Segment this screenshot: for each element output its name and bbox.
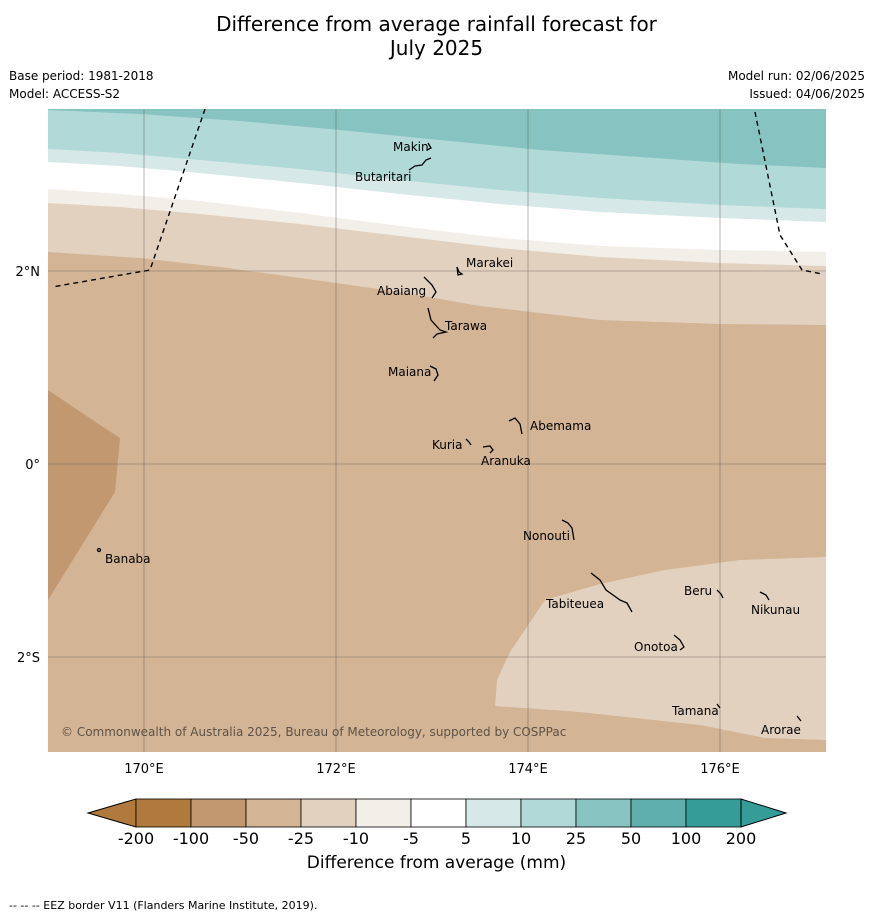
place-label-abaiang: Abaiang — [377, 284, 426, 298]
issued-date: Issued: 04/06/2025 — [749, 87, 865, 101]
copyright-note: © Commonwealth of Australia 2025, Bureau… — [61, 725, 566, 739]
meta-right: Model run: 02/06/2025 Issued: 04/06/2025 — [728, 67, 865, 103]
colorbar-title: Difference from average (mm) — [306, 853, 567, 873]
colorbar-tick-label: -200 — [118, 829, 154, 848]
eez-legend-note: -- -- -- EEZ border V11 (Flanders Marine… — [9, 899, 318, 912]
colorbar-swatch — [410, 798, 467, 828]
eez-border — [51, 109, 823, 288]
place-labels: Makin Butaritari Marakei Abaiang Tarawa … — [105, 140, 801, 737]
island-butaritari — [408, 157, 432, 171]
base-period: Base period: 1981-2018 — [9, 69, 154, 83]
place-label-banaba: Banaba — [105, 552, 151, 566]
place-label-arorae: Arorae — [761, 723, 801, 737]
colorbar-extend-left — [86, 798, 137, 828]
island-tamana — [716, 703, 721, 709]
colorbar-tick-label: -5 — [403, 829, 419, 848]
eez-border-west — [51, 109, 206, 288]
island-arorae — [796, 715, 802, 722]
lon-label-172e: 172°E — [316, 762, 356, 777]
island-marakei — [456, 266, 464, 276]
place-label-makin: Makin — [393, 140, 429, 154]
lat-label-0: 0° — [25, 458, 40, 473]
title-line-2: July 2025 — [389, 36, 484, 60]
islands — [96, 142, 802, 722]
colorbar-swatch — [355, 798, 412, 828]
model-run: Model run: 02/06/2025 — [727, 69, 865, 83]
island-onotoa — [673, 634, 685, 651]
place-label-marakei: Marakei — [466, 256, 513, 270]
zone-25-50 — [48, 109, 826, 168]
island-tabiteuea — [590, 572, 633, 613]
colorbar-tick-label: -25 — [288, 829, 314, 848]
colorbar-swatch — [465, 798, 522, 828]
island-abemama — [508, 417, 523, 435]
island-tarawa — [427, 307, 449, 339]
colorbar-swatch — [685, 798, 742, 828]
colorbar-tick-label: -50 — [233, 829, 259, 848]
title-line-1: Difference from average rainfall forecas… — [216, 12, 657, 36]
island-abaiang — [423, 276, 437, 299]
colorbar-swatch — [190, 798, 247, 828]
colorbar: -200 -100 -50 -25 -10 -5 5 10 25 50 100 200 — [86, 798, 788, 848]
island-banaba — [96, 547, 102, 553]
lon-label-170e: 170°E — [124, 762, 164, 777]
colorbar-tick-label: 10 — [511, 829, 531, 848]
lat-label-2n: 2°N — [16, 265, 41, 280]
place-label-tamana: Tamana — [671, 704, 719, 718]
colorbar-tick-label: -10 — [343, 829, 369, 848]
place-label-maiana: Maiana — [388, 365, 431, 379]
colorbar-swatch — [135, 798, 192, 828]
island-nonouti — [561, 519, 575, 541]
place-label-tarawa: Tarawa — [444, 319, 487, 333]
colorbar-tick-label: 50 — [621, 829, 641, 848]
place-label-aranuka: Aranuka — [481, 454, 531, 468]
colorbar-swatch — [630, 798, 687, 828]
place-label-kuria: Kuria — [432, 438, 463, 452]
model-name: Model: ACCESS-S2 — [9, 87, 121, 101]
colorbar-tick-label: -100 — [173, 829, 209, 848]
zone-100-50 — [48, 390, 120, 600]
island-nikunau — [759, 591, 770, 601]
colorbar-tick-label: 5 — [461, 829, 471, 848]
chart-title: Difference from average rainfall forecas… — [0, 12, 873, 60]
place-label-onotoa: Onotoa — [634, 640, 678, 654]
meta-left: Base period: 1981-2018 Model: ACCESS-S2 — [9, 67, 154, 103]
colorbar-swatch — [575, 798, 632, 828]
gridlines — [48, 109, 826, 752]
colorbar-tick-label: 25 — [566, 829, 586, 848]
colorbar-tick-label: 100 — [671, 829, 702, 848]
island-beru — [716, 589, 724, 599]
lon-label-174e: 174°E — [508, 762, 548, 777]
colorbar-swatch — [300, 798, 357, 828]
colorbar-swatch — [245, 798, 302, 828]
colorbar-swatch — [520, 798, 577, 828]
lon-label-176e: 176°E — [700, 762, 740, 777]
map-fill: Makin Butaritari Marakei Abaiang Tarawa … — [48, 109, 826, 752]
island-kuria — [465, 438, 472, 446]
axis-labels: 2°N 0° 2°S 170°E 172°E 174°E 176°E — [16, 265, 740, 777]
place-label-nikunau: Nikunau — [751, 603, 800, 617]
place-label-nonouti: Nonouti — [523, 529, 570, 543]
place-label-beru: Beru — [684, 584, 712, 598]
place-label-tabiteuea: Tabiteuea — [545, 597, 604, 611]
place-label-butaritari: Butaritari — [355, 170, 412, 184]
island-aranuka — [482, 445, 494, 454]
colorbar-tick-label: 200 — [726, 829, 757, 848]
zone-25-10-south — [495, 557, 826, 740]
island-makin — [426, 142, 432, 151]
eez-border-east — [754, 111, 823, 275]
island-maiana — [429, 365, 439, 382]
place-label-abemama: Abemama — [530, 419, 591, 433]
lat-label-2s: 2°S — [17, 651, 40, 666]
colorbar-extend-right — [740, 798, 788, 828]
